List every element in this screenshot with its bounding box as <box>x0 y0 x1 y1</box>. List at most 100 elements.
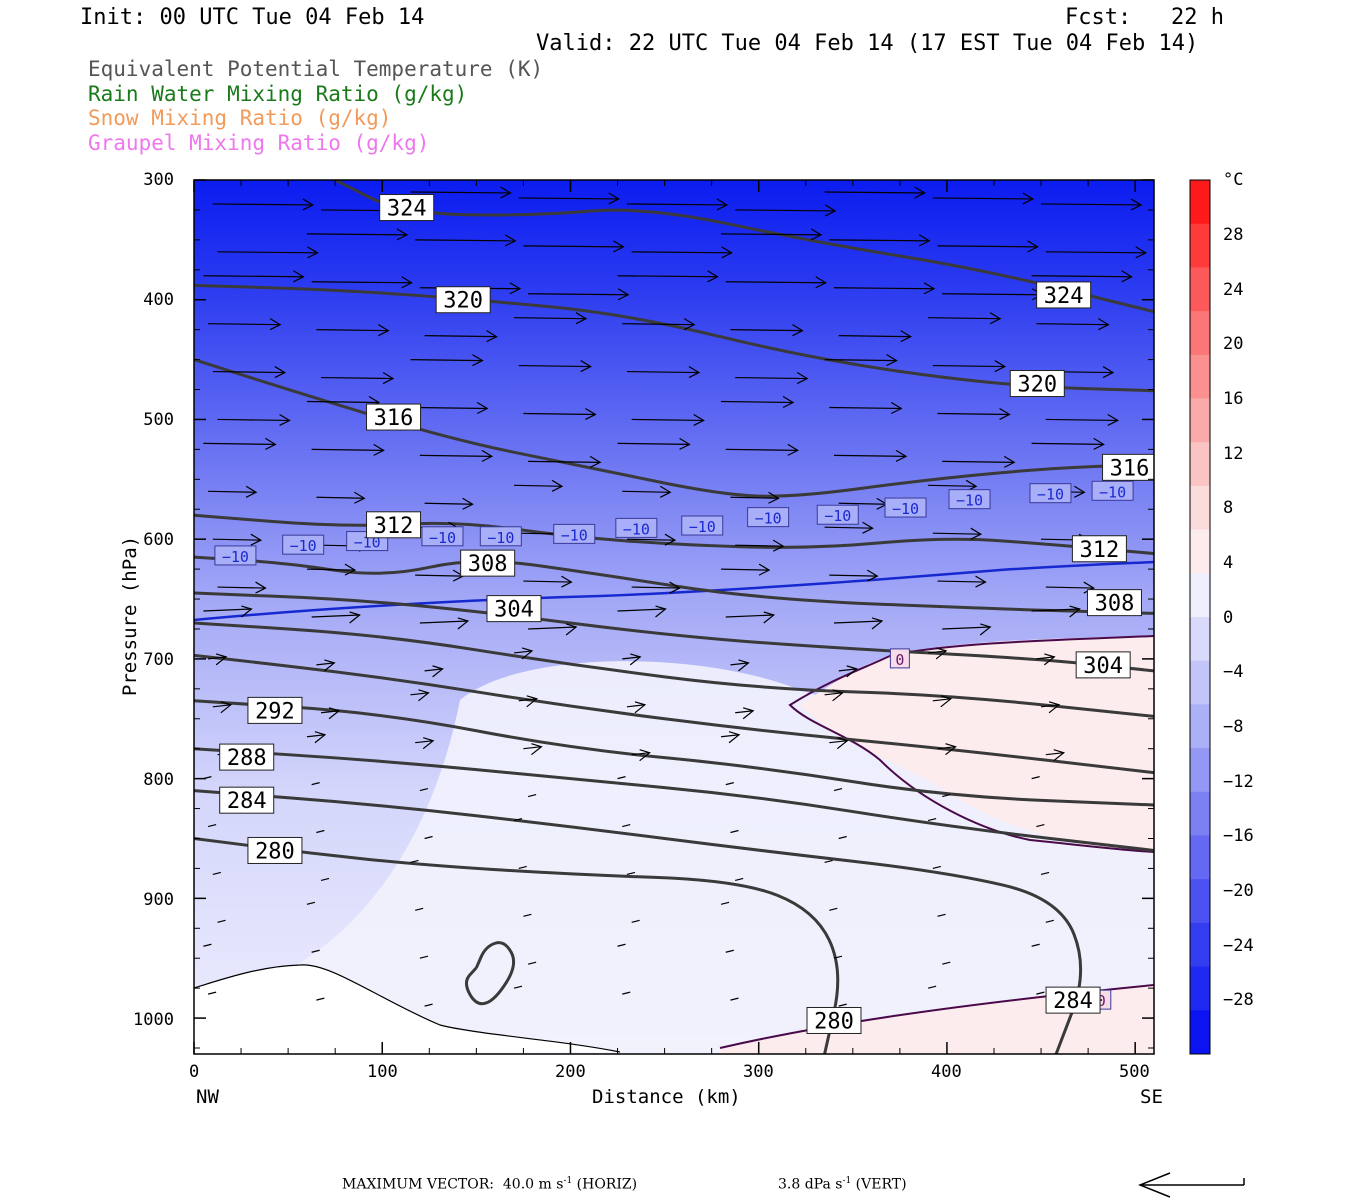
colorbar-frame <box>1189 179 1211 1055</box>
wind-vector <box>829 239 930 242</box>
wind-vector-head <box>373 443 385 456</box>
wind-vector <box>212 704 231 708</box>
wind-vector-head <box>824 204 837 217</box>
wind-vector <box>1036 991 1045 995</box>
wind-vector <box>306 901 316 905</box>
wind-vector-head <box>265 437 277 450</box>
theta-e-label-box <box>366 403 422 431</box>
theta-e-contour <box>194 591 1154 673</box>
vertical-vector-note: 3.8 dPa s-1 (VERT) <box>778 1176 907 1193</box>
theta-e-contour <box>194 621 1154 718</box>
theta-e-contour <box>194 283 1154 393</box>
wind-vector-head <box>509 282 522 295</box>
wind-vector <box>838 335 911 338</box>
wind-vector <box>942 794 951 798</box>
x-tick-label: 0 <box>189 1062 200 1082</box>
wind-vector <box>415 406 488 410</box>
wind-vector-head <box>245 485 258 498</box>
theta-e-label: 312 <box>1080 538 1120 563</box>
wind-vector <box>316 329 389 332</box>
wind-vector <box>838 835 847 840</box>
wind-vector <box>721 400 794 404</box>
wind-vector <box>419 620 468 624</box>
wind-vector-head <box>526 695 538 708</box>
wind-vector <box>217 418 290 422</box>
colorbar-tick: 8 <box>1223 498 1234 518</box>
isotherm-label-box <box>615 517 658 538</box>
wind-vector-head <box>787 443 800 456</box>
theta-e-label-box <box>1102 453 1154 481</box>
wind-vector <box>942 293 1043 296</box>
wind-vector <box>518 698 537 702</box>
wind-vector <box>928 317 1001 320</box>
colorbar-segment <box>1190 223 1210 268</box>
theta-e-label-box <box>1071 535 1127 563</box>
wind-vector-head <box>935 647 948 660</box>
wind-vector <box>622 323 695 326</box>
wind-vector <box>833 287 935 290</box>
theta-e-contour <box>194 789 1083 1054</box>
wind-vector <box>932 532 981 535</box>
wind-vector-head <box>293 270 305 283</box>
wind-vector-head <box>890 401 903 415</box>
wind-vector <box>1040 704 1060 708</box>
wind-vector <box>937 580 986 583</box>
wind-vector <box>1041 203 1142 206</box>
wind-vector <box>932 364 1005 368</box>
wind-vector <box>617 442 690 445</box>
wind-vector <box>735 877 744 881</box>
wind-vector-head <box>758 563 771 576</box>
theta-e-label-box <box>219 786 275 814</box>
wind-vector <box>528 293 629 296</box>
wind-vector <box>208 323 281 326</box>
wind-vector-head <box>655 605 667 618</box>
x-tick-label: 300 <box>743 1062 774 1082</box>
x-right-label: SE <box>1140 1086 1163 1108</box>
wind-vector <box>316 496 365 499</box>
wind-vector <box>1036 656 1055 660</box>
wind-vector <box>626 871 636 875</box>
wind-vector <box>735 710 754 714</box>
colorbar-segment <box>1190 573 1210 618</box>
legend-rain-water: Rain Water Mixing Ratio (g/kg) <box>88 82 468 106</box>
isotherm-label-box <box>884 497 927 518</box>
wind-vector-head <box>659 485 672 498</box>
wind-vector-head <box>721 246 733 259</box>
wind-vector <box>424 835 433 840</box>
wind-vector <box>203 943 212 947</box>
wind-vector-head <box>1135 246 1148 259</box>
wind-vector-head <box>923 282 936 295</box>
x-axis-title: Distance (km) <box>592 1086 741 1108</box>
wind-vector <box>833 454 907 457</box>
wind-vector <box>217 251 318 254</box>
wind-vector <box>833 788 843 792</box>
colorbar-tick: 28 <box>1223 225 1244 245</box>
wind-vector <box>735 376 808 380</box>
wind-vector <box>513 650 533 654</box>
wind-vector-head <box>279 413 291 426</box>
wind-vector-head <box>871 617 884 630</box>
wind-vector <box>932 698 951 702</box>
isotherm-label-box <box>553 523 596 544</box>
theta-e-label-box <box>247 696 303 724</box>
wind-vector <box>523 913 532 917</box>
isotherm-label-box <box>747 507 790 528</box>
wind-vector-head <box>241 605 253 618</box>
wind-vector <box>829 907 838 911</box>
wind-vector <box>1045 418 1118 422</box>
theta-e-label: 320 <box>443 289 483 314</box>
isotherm-minus-ten <box>194 560 1154 622</box>
wind-vector <box>725 614 774 618</box>
wind-vector-head <box>728 731 741 744</box>
theta-e-label-box <box>435 286 491 314</box>
wind-vector-head <box>1107 413 1120 426</box>
wind-vector-head <box>565 623 578 636</box>
wind-vector <box>824 191 925 194</box>
theta-e-label: 304 <box>494 598 534 623</box>
colorbar-tick: −20 <box>1223 881 1254 901</box>
theta-e-label: 284 <box>227 789 267 814</box>
wind-vector <box>725 949 734 953</box>
wind-vector <box>730 496 779 499</box>
x-tick-label: 500 <box>1119 1062 1150 1082</box>
wind-vector-head <box>763 611 776 624</box>
